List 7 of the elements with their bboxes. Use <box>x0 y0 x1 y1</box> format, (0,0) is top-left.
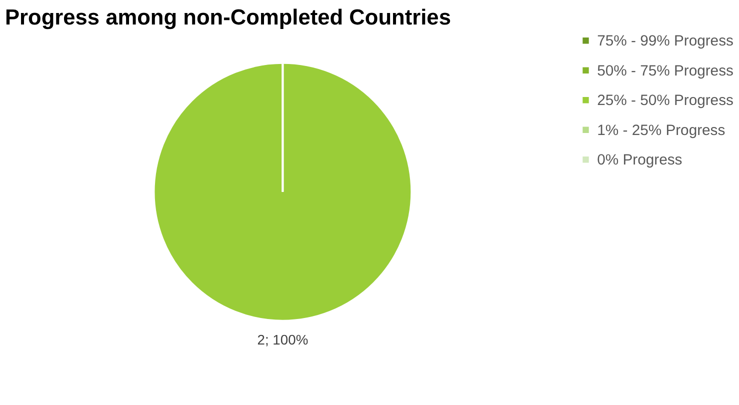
legend-label: 0% Progress <box>597 152 682 169</box>
data-label: 2; 100% <box>257 332 308 348</box>
legend-label: 75% - 99% Progress <box>597 34 734 50</box>
legend-label: 50% - 75% Progress <box>597 63 734 80</box>
legend-label: 1% - 25% Progress <box>597 122 726 139</box>
chart-title: Progress among non-Completed Countries <box>4 4 451 30</box>
legend-label: 25% - 50% Progress <box>597 93 734 110</box>
